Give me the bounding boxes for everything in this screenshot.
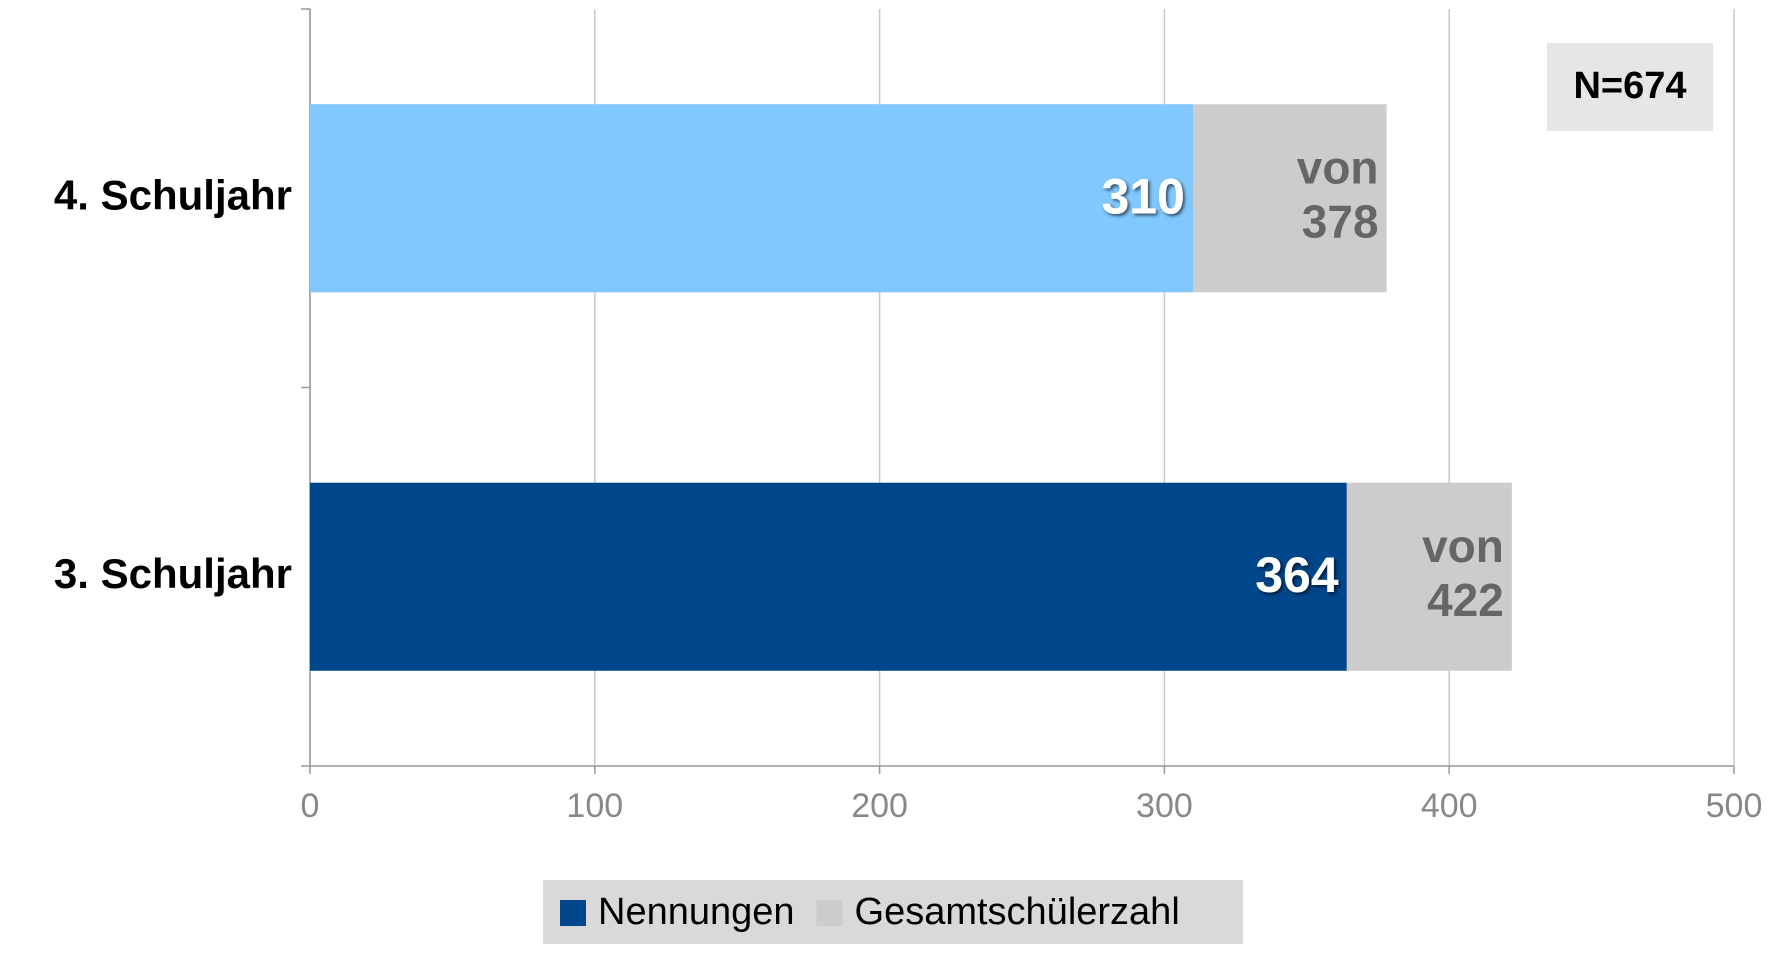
data-label: 310 [1101,168,1184,224]
data-label: von 378 [1297,141,1379,247]
legend-marker [816,900,843,926]
legend-label: Nennungen [598,891,795,933]
data-label: von 422 [1422,520,1504,626]
data-label: 364 [1255,547,1339,603]
bar [310,482,1347,671]
annotation-box [1547,43,1713,131]
legend-label: Gesamtschülerzahl [855,891,1180,933]
x-tick-label: 100 [566,787,623,825]
bar [310,104,1193,293]
x-tick-label: 300 [1136,787,1193,825]
x-tick-label: 400 [1421,787,1478,825]
annotation: N=674 [1573,65,1686,107]
category-label: 4. Schuljahr [54,171,292,218]
category-label: 3. Schuljahr [54,550,292,597]
legend-box [543,880,1243,944]
legend-marker [560,900,586,926]
x-tick-label: 200 [851,787,908,825]
x-tick-label: 0 [301,787,320,825]
x-tick-label: 500 [1706,787,1763,825]
